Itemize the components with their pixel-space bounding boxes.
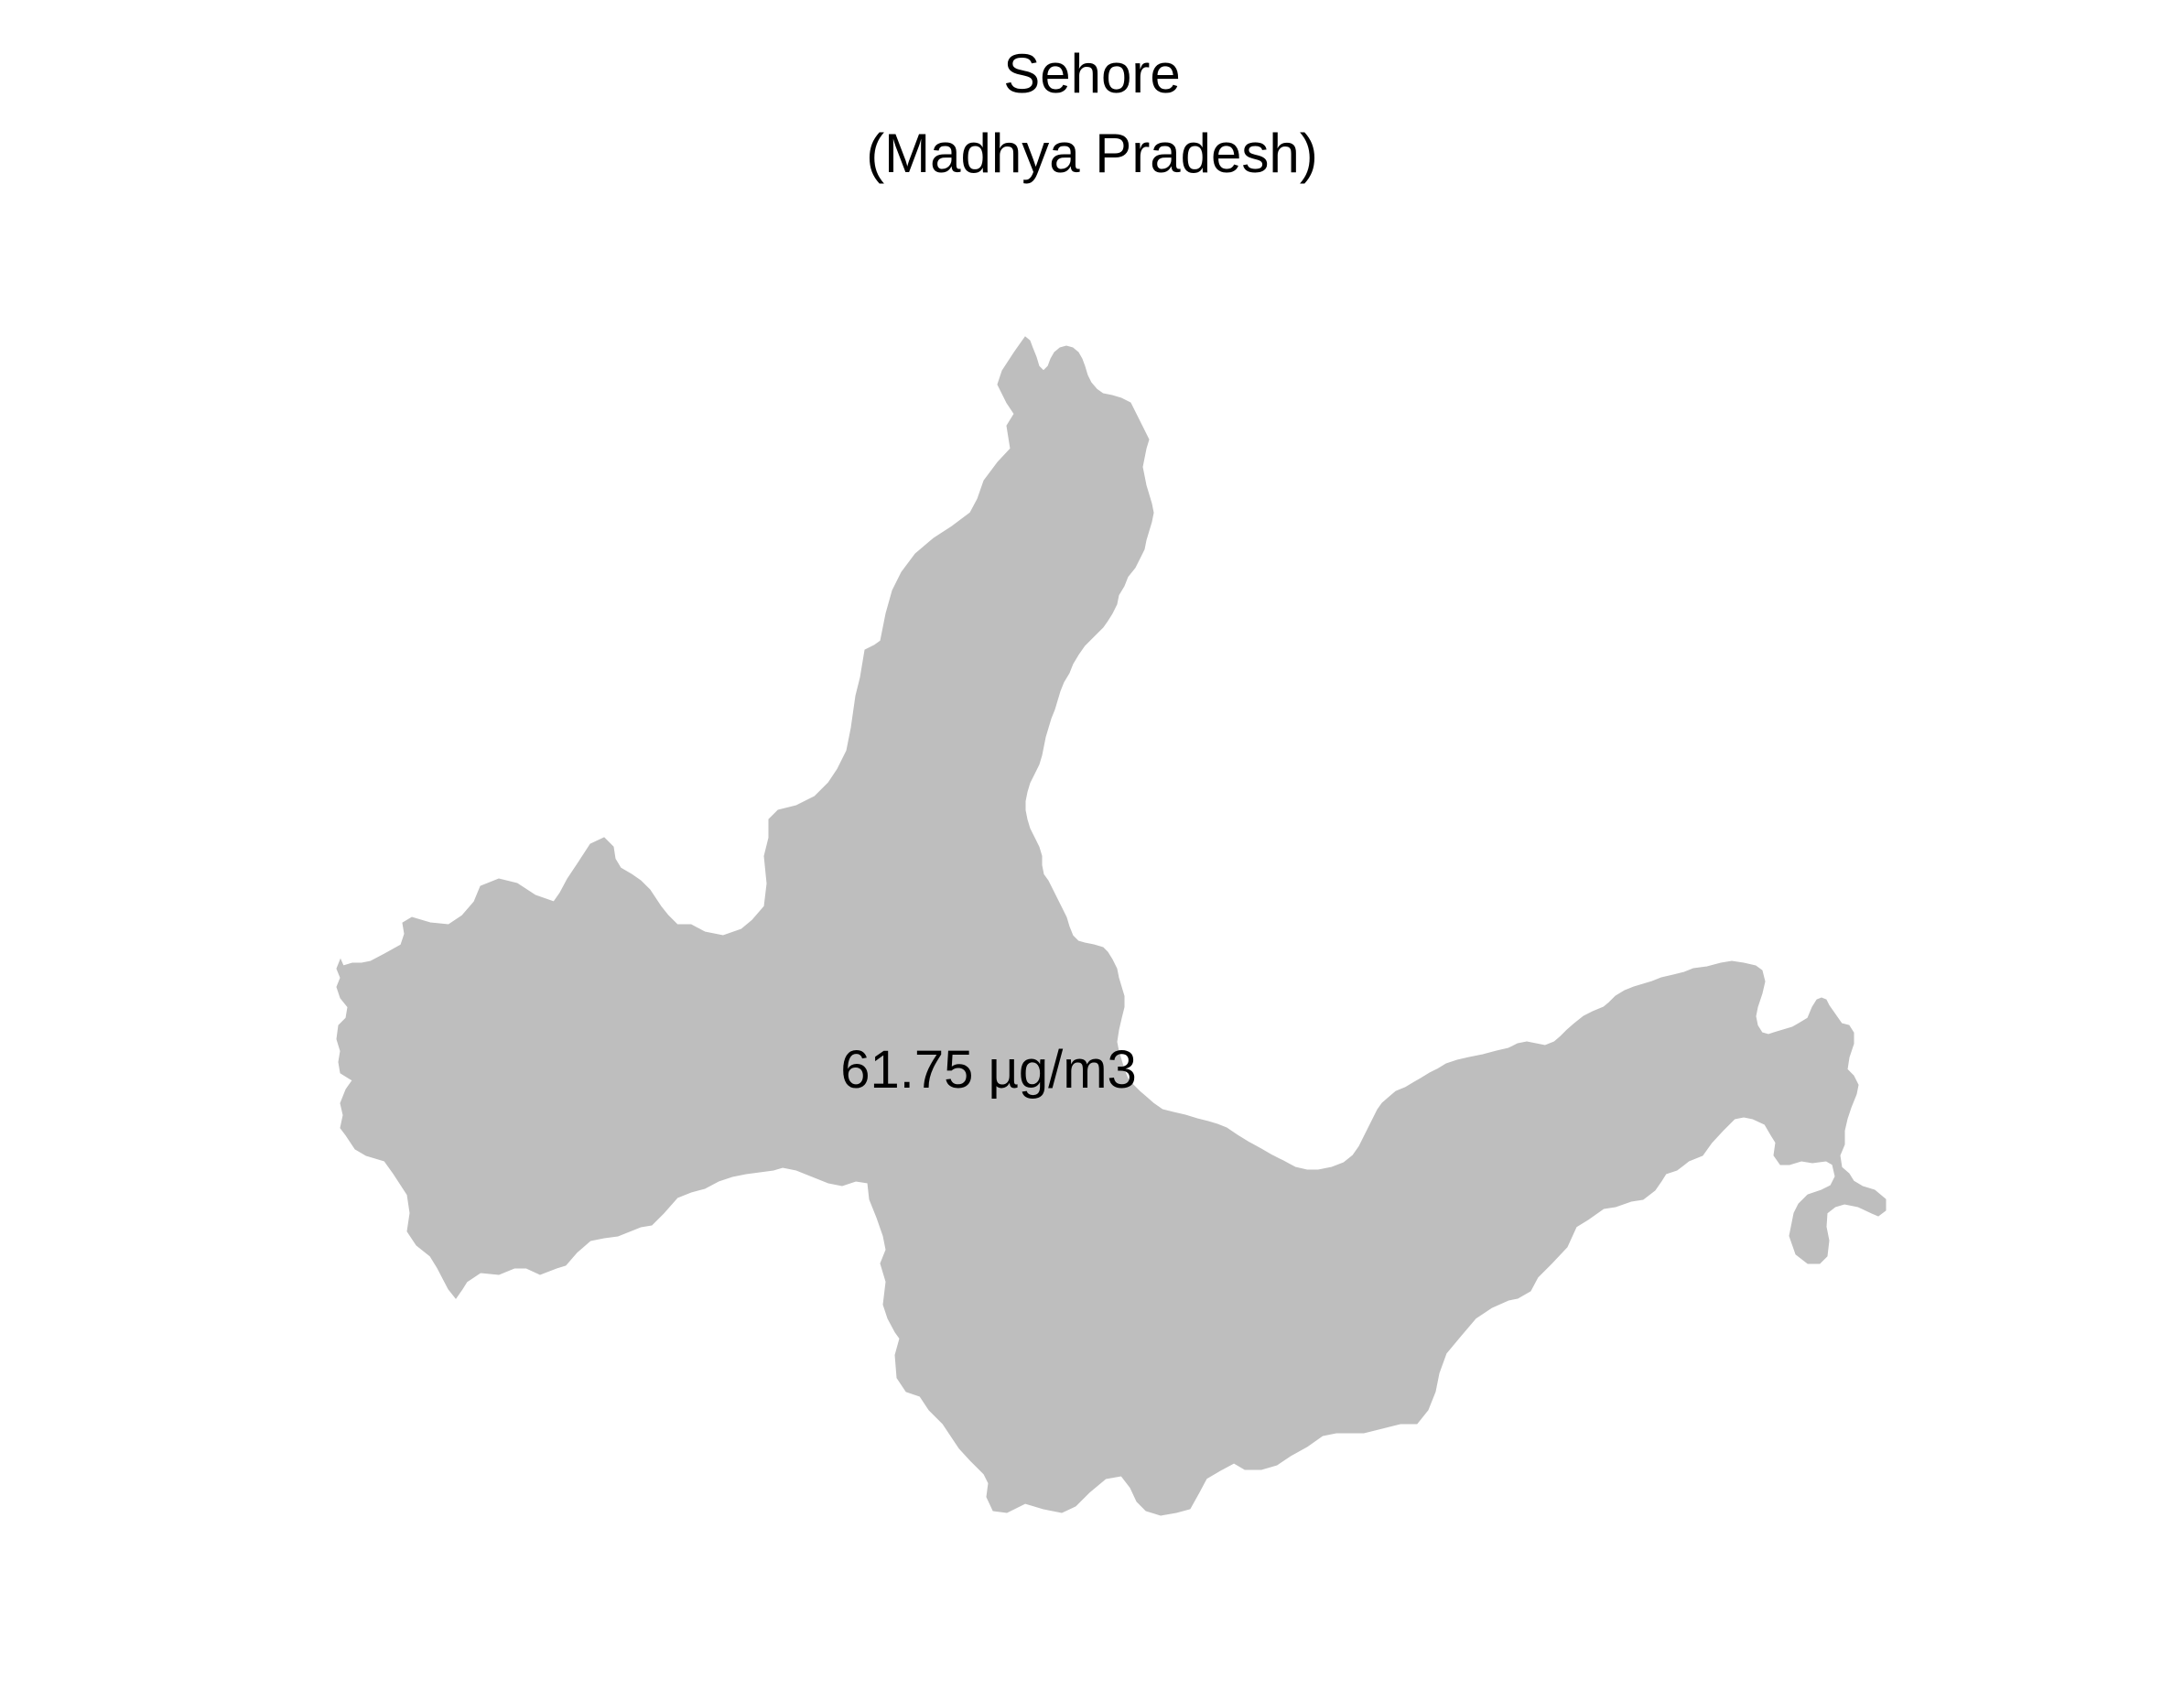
district-value-label: 61.75 µg/m3 xyxy=(840,1040,1137,1100)
map-title: Sehore xyxy=(1003,43,1181,104)
map-subtitle: (Madhya Pradesh) xyxy=(866,123,1318,184)
district-shape xyxy=(336,336,1887,1516)
